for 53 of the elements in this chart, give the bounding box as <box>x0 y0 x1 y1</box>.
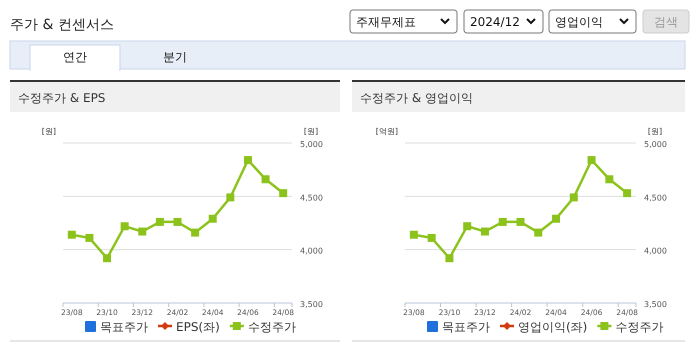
chart-title: 수정주가 & EPS <box>18 91 106 105</box>
y2-tick-label: 4,000 <box>300 246 323 256</box>
legend-label: 목표주가 <box>100 320 148 334</box>
y2-tick-label: 3,500 <box>644 300 667 309</box>
point <box>534 228 542 237</box>
point <box>605 175 614 184</box>
y2-axis-title: [원] <box>648 127 662 136</box>
text: 검색 <box>654 15 678 29</box>
y2-tick-label: 5,000 <box>644 140 667 149</box>
y2-tick-label: 5,000 <box>300 140 323 149</box>
text: 연간 <box>63 50 87 64</box>
point <box>191 228 200 237</box>
legend-label: 수정주가 <box>248 320 296 334</box>
point <box>279 189 288 198</box>
point <box>120 222 129 230</box>
text: 2024/12 <box>470 15 520 29</box>
point <box>445 254 454 262</box>
point <box>85 234 94 242</box>
point <box>174 218 182 226</box>
point <box>208 214 217 223</box>
point <box>480 228 489 236</box>
point <box>410 230 418 239</box>
text: 주가 & 컨센서스 <box>10 17 114 33</box>
text: 영업이익 <box>555 15 603 29</box>
point <box>463 222 472 230</box>
legend-label: 목표주가 <box>442 320 490 334</box>
point <box>103 254 112 262</box>
point <box>588 156 596 164</box>
point <box>156 218 164 226</box>
point <box>516 218 524 226</box>
chart-title: 수정주가 & 영업이익 <box>360 91 473 105</box>
y2-tick-label: 3,500 <box>300 300 323 309</box>
point <box>552 214 560 223</box>
point <box>226 193 234 202</box>
point <box>498 218 507 226</box>
point <box>262 175 270 184</box>
y2-tick-label: 4,500 <box>300 193 323 202</box>
y2-tick-label: 4,000 <box>644 246 667 256</box>
point <box>623 189 632 198</box>
legend-label: EPS(좌) <box>176 320 220 334</box>
text: 분기 <box>163 50 187 64</box>
y-axis-title: [원] <box>42 127 56 136</box>
point <box>68 230 76 239</box>
y-axis-title: [억원] <box>376 127 398 136</box>
point <box>244 156 252 164</box>
legend-label: 수정주가 <box>615 320 664 334</box>
legend-label: 영업이익(좌) <box>518 320 588 334</box>
y2-tick-label: 4,500 <box>644 193 667 202</box>
y2-axis-title: [원] <box>304 127 318 136</box>
point <box>570 193 578 202</box>
text: 주재무제표 <box>356 15 416 29</box>
point <box>138 228 146 236</box>
point <box>428 234 436 242</box>
